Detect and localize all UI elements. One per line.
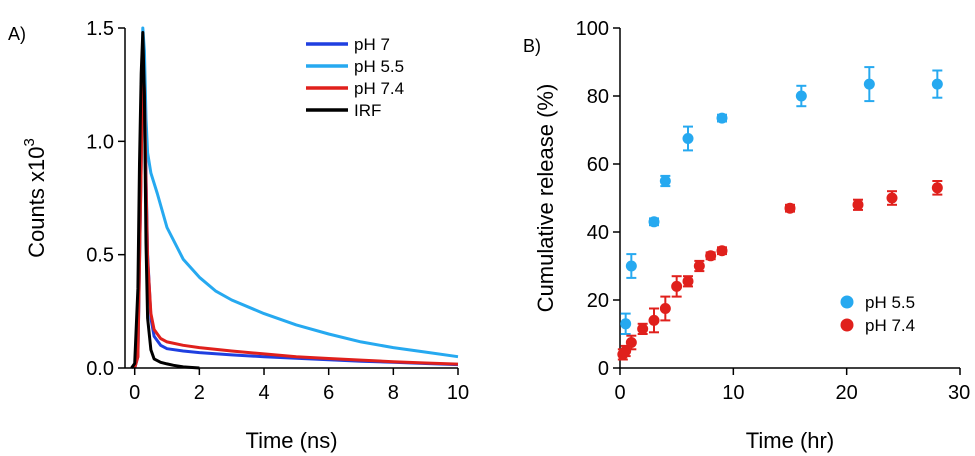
panel-a-series-line-0 xyxy=(133,53,459,369)
panel-a-y-tick-label: 0.0 xyxy=(86,358,114,380)
panel-b-point-0-6 xyxy=(795,84,807,108)
panel-b-x-tick-label: 10 xyxy=(722,382,744,404)
panel-a-y-axis-title-exponent: 3 xyxy=(21,138,38,146)
panel-b-y-tick-label: 0 xyxy=(598,358,609,380)
panel-b-label: B) xyxy=(523,36,541,56)
panel-a-series-line-1 xyxy=(133,26,459,369)
panel-b-point-1-13 xyxy=(886,190,898,206)
panel-b-point-1-3 xyxy=(637,322,649,335)
panel-b-marker xyxy=(620,345,632,357)
panel-b-marker xyxy=(886,192,898,204)
panel-b-marker xyxy=(659,175,671,187)
panel-b-marker xyxy=(625,260,637,272)
panel-a-x-tick-label: 6 xyxy=(323,382,334,404)
panel-b-y-tick-label: 20 xyxy=(587,290,609,312)
panel-b-marker xyxy=(784,202,796,214)
panel-a-x-tick-label: 4 xyxy=(258,382,269,404)
panel-b-axes: 0 20 40 60 80 100 0 10 20 30 xyxy=(576,18,971,404)
panel-b-y-tick-label: 100 xyxy=(576,18,609,40)
panel-a-axes: 0.0 0.5 1.0 1.5 0 2 4 6 8 10 xyxy=(86,18,469,404)
panel-b-point-0-7 xyxy=(863,66,875,103)
panel-b-point-1-10 xyxy=(716,245,728,257)
panel-b-point-1-9 xyxy=(705,250,717,262)
panel-a-y-axis-title: Counts x103 xyxy=(21,138,49,258)
panel-a-y-tick-label: 0.5 xyxy=(86,245,114,267)
panel-b-legend-marker-1 xyxy=(840,318,854,332)
panel-b-point-1-4 xyxy=(648,307,660,334)
panel-b-point-0-0 xyxy=(620,312,632,335)
panel-b-legend-label-0: pH 5.5 xyxy=(865,293,915,312)
panel-b-marker xyxy=(795,90,807,102)
panel-a-y-tick-label: 1.0 xyxy=(86,131,114,153)
panel-b-marker xyxy=(648,216,660,228)
panel-a-x-axis-title: Time (ns) xyxy=(245,428,337,453)
panel-b-y-tick-label: 60 xyxy=(587,154,609,176)
panel-b-legend-label-1: pH 7.4 xyxy=(865,316,915,335)
panel-b-x-tick-label: 20 xyxy=(836,382,858,404)
panel-b-point-1-8 xyxy=(693,259,705,273)
panel-a-x-tick-label: 8 xyxy=(388,382,399,404)
panel-a-legend-label-2: pH 7.4 xyxy=(354,79,404,98)
panel-b-marker xyxy=(671,280,683,292)
panel-b-x-tick-label: 30 xyxy=(948,382,970,404)
panel-b-marker xyxy=(716,112,728,124)
panel-b-marker xyxy=(852,199,864,211)
panel-a-label: A) xyxy=(8,24,26,44)
panel-b-marker xyxy=(682,275,694,287)
panel-a-chart: A) 0.0 0.5 1.0 1.5 0 2 4 6 8 10 Time (ns) Counts … xyxy=(8,18,469,453)
panel-b-point-0-4 xyxy=(682,125,694,152)
panel-b-point-0-2 xyxy=(648,216,660,228)
panel-a-legend-label-0: pH 7 xyxy=(354,35,390,54)
panel-a-legend: pH 7 pH 5.5 pH 7.4 IRF xyxy=(306,35,404,120)
panel-b-point-1-14 xyxy=(931,180,943,196)
panel-b-series-group xyxy=(617,66,943,361)
panel-b-point-0-8 xyxy=(931,69,943,99)
panel-b-marker xyxy=(705,250,717,262)
panel-b-marker xyxy=(620,318,632,330)
panel-b-point-1-7 xyxy=(682,275,694,288)
panel-a-y-tick-label: 1.5 xyxy=(86,18,114,40)
panel-b-marker xyxy=(648,314,660,326)
panel-b-marker xyxy=(625,337,637,348)
panel-a-x-tick-label: 2 xyxy=(194,382,205,404)
panel-b-point-1-5 xyxy=(659,295,671,322)
panel-b-legend: pH 5.5 pH 7.4 xyxy=(840,293,915,335)
panel-b-marker xyxy=(659,303,671,314)
panel-a-x-tick-label: 0 xyxy=(129,382,140,404)
panel-b-y-tick-label: 40 xyxy=(587,222,609,244)
panel-b-point-1-2 xyxy=(625,334,637,351)
panel-b-point-0-3 xyxy=(659,174,671,188)
panel-b-marker xyxy=(637,323,649,335)
panel-b-marker xyxy=(693,260,705,272)
panel-a-y-axis-title-main: Counts x10 xyxy=(24,147,49,258)
panel-b-x-tick-label: 0 xyxy=(614,382,625,404)
panel-b-marker xyxy=(931,78,943,90)
panel-a-series-group xyxy=(130,26,459,370)
panel-b-y-tick-label: 80 xyxy=(587,86,609,108)
panel-b-legend-marker-0 xyxy=(840,295,854,309)
panel-b-chart: B) 0 20 40 60 80 100 0 10 20 30 Time (hr) Cumulat… xyxy=(523,18,970,453)
panel-b-y-axis-title: Cumulative release (%) xyxy=(533,84,558,313)
panel-b-point-0-5 xyxy=(716,112,728,124)
panel-b-marker xyxy=(863,78,875,90)
panel-b-marker xyxy=(716,245,728,257)
panel-b-point-1-6 xyxy=(671,275,683,298)
panel-b-marker xyxy=(931,182,943,194)
panel-b-marker xyxy=(682,133,694,144)
panel-a-legend-label-1: pH 5.5 xyxy=(354,57,404,76)
panel-a-series-line-2 xyxy=(133,58,459,369)
panel-b-x-axis-title: Time (hr) xyxy=(746,428,834,453)
panel-a-x-tick-label: 10 xyxy=(447,382,469,404)
panel-b-point-1-11 xyxy=(784,202,796,214)
panel-a-series-line-3 xyxy=(130,31,200,370)
panel-a-legend-label-3: IRF xyxy=(354,101,381,120)
panel-b-point-1-12 xyxy=(852,198,864,211)
panel-b-point-0-1 xyxy=(625,253,637,279)
